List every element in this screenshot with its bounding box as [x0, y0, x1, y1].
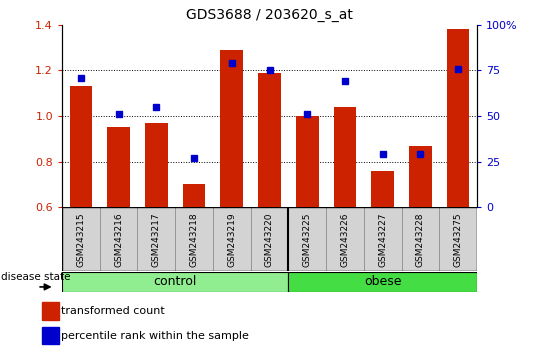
Bar — [107, 127, 130, 207]
Bar — [70, 86, 92, 207]
Title: GDS3688 / 203620_s_at: GDS3688 / 203620_s_at — [186, 8, 353, 22]
Bar — [220, 50, 243, 207]
Bar — [371, 171, 394, 207]
Bar — [251, 207, 288, 271]
Text: control: control — [154, 275, 197, 288]
Bar — [447, 29, 469, 207]
Bar — [42, 327, 59, 344]
Text: transformed count: transformed count — [61, 306, 164, 316]
Bar — [439, 207, 477, 271]
Bar — [100, 207, 137, 271]
Text: GSM243218: GSM243218 — [190, 212, 198, 267]
Bar — [409, 145, 432, 207]
Bar — [137, 207, 175, 271]
Text: GSM243228: GSM243228 — [416, 212, 425, 267]
Bar — [364, 207, 402, 271]
Bar — [296, 116, 319, 207]
Text: GSM243220: GSM243220 — [265, 212, 274, 267]
Text: GSM243275: GSM243275 — [454, 212, 462, 267]
Bar — [326, 207, 364, 271]
Text: GSM243227: GSM243227 — [378, 212, 387, 267]
Text: GSM243215: GSM243215 — [77, 212, 85, 267]
Bar — [213, 207, 251, 271]
Bar — [62, 207, 100, 271]
Bar — [258, 73, 281, 207]
Bar — [402, 207, 439, 271]
Text: GSM243219: GSM243219 — [227, 212, 236, 267]
Text: GSM243216: GSM243216 — [114, 212, 123, 267]
Bar — [62, 272, 288, 292]
Text: GSM243217: GSM243217 — [152, 212, 161, 267]
Bar — [334, 107, 356, 207]
Bar — [145, 123, 168, 207]
Text: GSM243226: GSM243226 — [341, 212, 349, 267]
Bar — [183, 184, 205, 207]
Text: percentile rank within the sample: percentile rank within the sample — [61, 331, 249, 341]
Bar — [175, 207, 213, 271]
Bar — [288, 272, 477, 292]
Text: obese: obese — [364, 275, 402, 288]
Text: GSM243225: GSM243225 — [303, 212, 312, 267]
Bar — [288, 207, 326, 271]
Text: disease state: disease state — [1, 272, 71, 282]
Bar — [42, 302, 59, 320]
